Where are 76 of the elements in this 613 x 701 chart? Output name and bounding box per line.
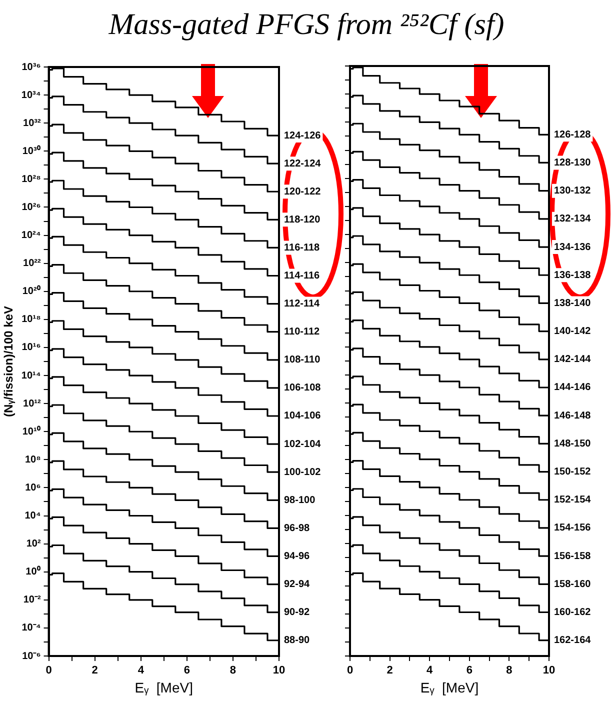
series-label: 106-108 (284, 382, 322, 394)
series-label: 104-106 (284, 410, 322, 422)
series-label: 98-100 (284, 494, 316, 506)
y-tick-label: 10⁴ (24, 510, 41, 522)
x-tick-label: 8 (230, 664, 236, 677)
series-label: 102-104 (284, 438, 322, 450)
series-label: 122-124 (284, 158, 322, 170)
series-label: 112-114 (284, 298, 320, 310)
series-label: 108-110 (284, 354, 321, 366)
series-label: 130-132 (554, 186, 592, 197)
x-tick-label: 6 (466, 664, 472, 677)
series-label: 152-154 (554, 494, 592, 506)
y-tick-label: 10³² (23, 118, 42, 129)
y-tick-label: 10¹² (23, 398, 42, 410)
y-tick-label: 10³⁴ (21, 90, 41, 101)
series-label: 138-140 (554, 298, 592, 309)
series-label: 146-148 (554, 410, 592, 422)
y-tick-label: 10¹⁴ (21, 370, 41, 382)
x-tick-label: 2 (92, 664, 98, 677)
x-tick-label: 10 (272, 664, 286, 677)
y-tick-label: 10⁻⁴ (22, 622, 41, 634)
y-tick-label: 10²⁶ (22, 202, 41, 213)
x-tick-label: 6 (184, 664, 190, 677)
x-tick-label: 0 (46, 664, 52, 677)
y-tick-label: 10¹⁸ (22, 314, 42, 326)
series-label: 156-158 (554, 550, 592, 562)
series-label: 118-120 (284, 214, 321, 226)
x-axis-title: Eᵧ [MeV] (134, 679, 193, 696)
series-label: 148-150 (554, 438, 592, 450)
y-tick-label: 10¹⁶ (22, 342, 41, 354)
x-tick-label: 2 (386, 664, 393, 677)
series-label: 160-162 (554, 607, 592, 618)
series-label: 120-122 (284, 186, 322, 198)
series-label: 96-98 (284, 522, 310, 534)
series-label: 150-152 (554, 466, 592, 478)
series-label: 154-156 (554, 522, 592, 534)
series-label: 100-102 (284, 466, 322, 478)
series-label: 132-134 (554, 214, 592, 225)
y-tick-label: 10⁻⁶ (22, 650, 41, 662)
y-tick-label: 10²² (23, 258, 42, 270)
x-tick-label: 4 (138, 664, 145, 677)
x-tick-label: 10 (542, 664, 556, 677)
x-tick-label: 0 (346, 664, 354, 677)
y-tick-label: 10²⁰ (22, 285, 41, 298)
y-tick-label: 10⁸ (24, 454, 42, 466)
series-label: 94-96 (284, 550, 310, 562)
y-tick-label: 10³⁶ (22, 62, 41, 73)
series-label: 134-136 (554, 242, 592, 253)
x-tick-label: 8 (506, 664, 512, 677)
y-tick-label: 10⁻² (23, 594, 42, 606)
chart-title: Mass-gated PFGS from ²⁵²Cf (sf) (108, 8, 506, 42)
series-label: 144-146 (554, 382, 592, 394)
y-axis-title: (Nᵧ/fission)/100 keV (2, 306, 16, 418)
series-label: 126-128 (554, 129, 592, 140)
series-label: 136-138 (554, 270, 592, 281)
y-tick-label: 10²⁴ (21, 230, 41, 242)
series-label: 90-92 (284, 607, 310, 618)
y-tick-label: 10¹⁰ (22, 425, 41, 438)
y-tick-label: 10²⁸ (22, 174, 42, 185)
series-label: 116-118 (284, 242, 320, 254)
series-label: 142-144 (554, 354, 592, 366)
series-label: 158-160 (554, 578, 592, 590)
y-tick-label: 10⁶ (25, 482, 41, 494)
x-tick-label: 4 (426, 664, 434, 677)
series-label: 162-164 (554, 635, 592, 646)
x-axis-title: Eᵧ [MeV] (420, 679, 479, 696)
y-tick-label: 10² (26, 538, 42, 550)
series-label: 124-126 (284, 130, 322, 142)
series-label: 140-142 (554, 326, 592, 338)
series-label: 92-94 (284, 579, 310, 590)
series-label: 110-112 (284, 326, 320, 338)
y-tick-label: 10³⁰ (22, 144, 41, 157)
series-label: 128-130 (554, 157, 592, 168)
series-label: 88-90 (284, 635, 310, 646)
series-label: 114-116 (284, 270, 320, 282)
y-tick-label: 10⁰ (26, 566, 41, 578)
